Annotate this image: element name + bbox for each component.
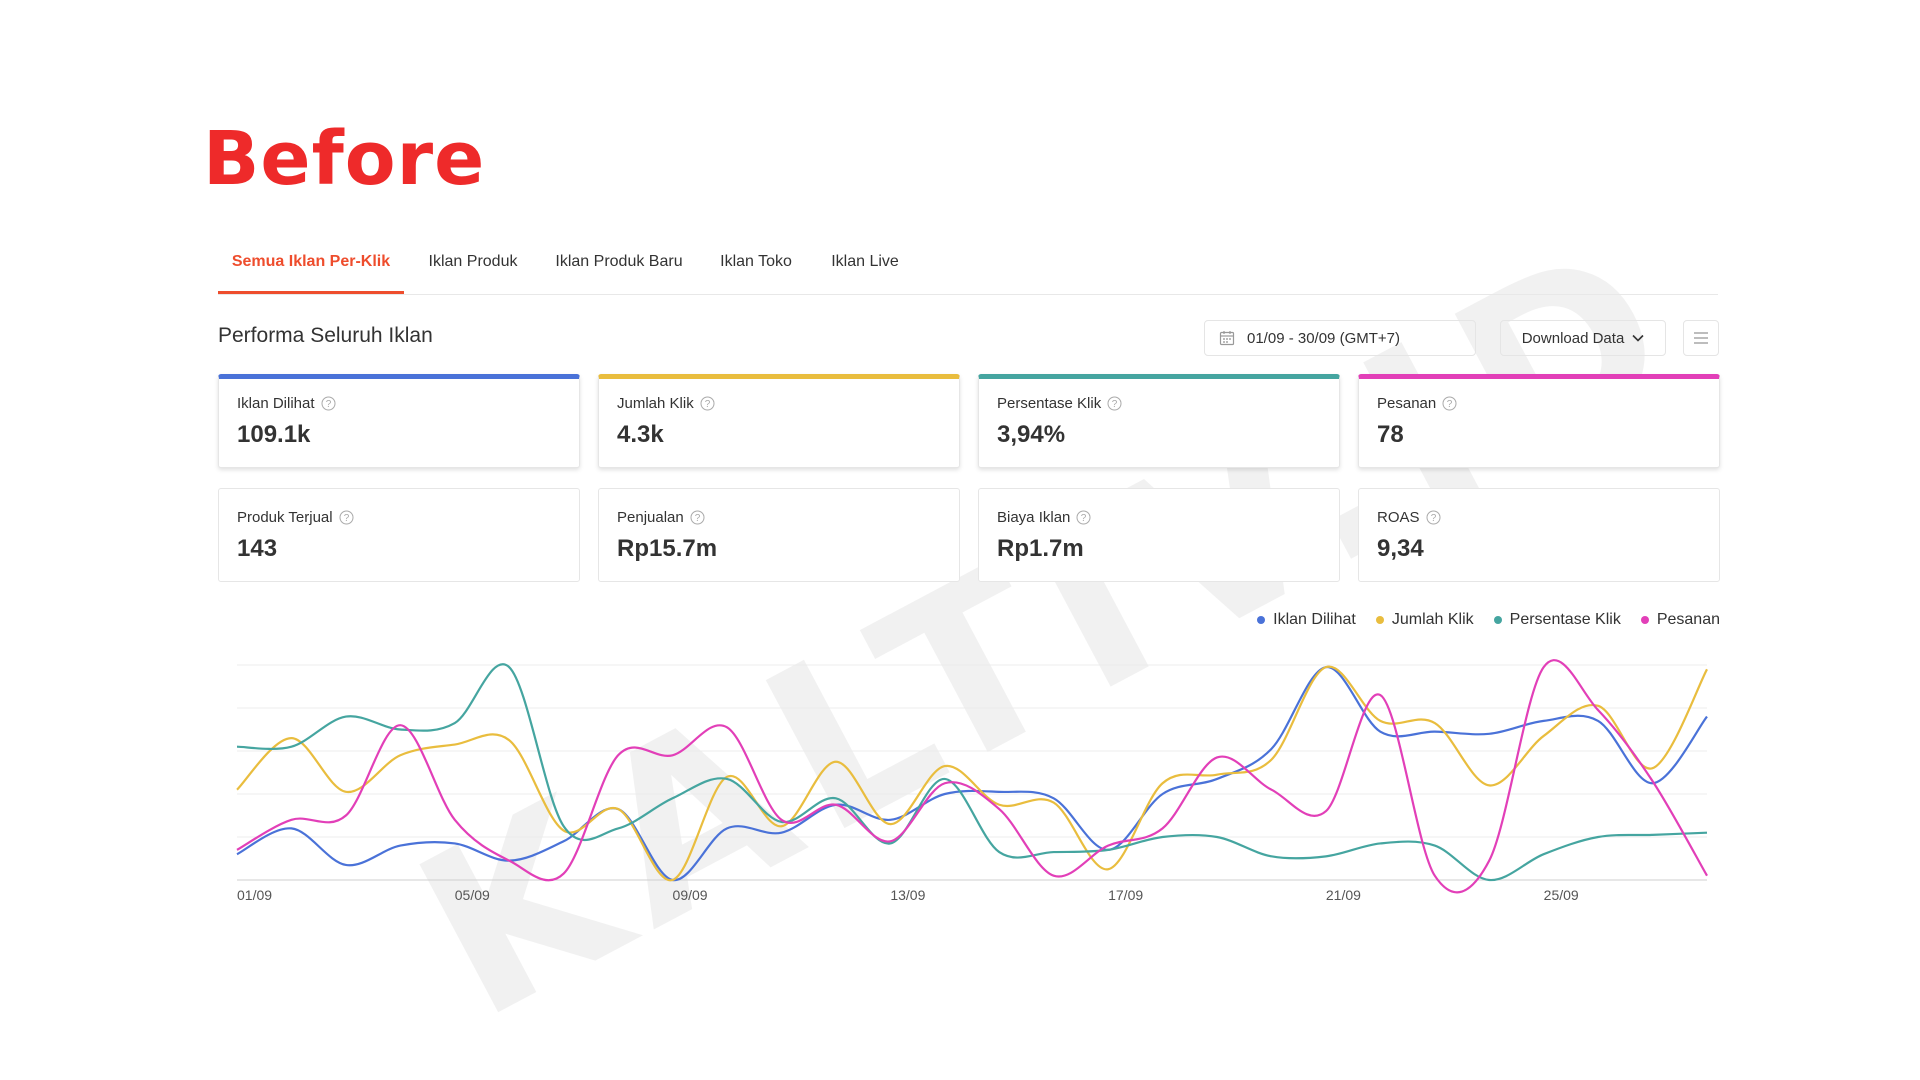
legend-label: Jumlah Klik bbox=[1391, 611, 1474, 628]
tab-iklan-produk-baru[interactable]: Iklan Produk Baru bbox=[544, 240, 694, 292]
metric-label: Penjualan bbox=[617, 509, 684, 526]
svg-text:?: ? bbox=[1430, 513, 1436, 524]
tab-iklan-produk[interactable]: Iklan Produk bbox=[418, 240, 528, 292]
metric-label: Jumlah Klik bbox=[617, 395, 694, 412]
legend-item-pesanan[interactable]: Pesanan bbox=[1640, 611, 1720, 629]
help-icon[interactable]: ? bbox=[1107, 396, 1122, 411]
tab-label: Semua Iklan Per-Klik bbox=[231, 253, 391, 270]
legend-dot-icon bbox=[1375, 616, 1384, 624]
x-tick-label: 21/09 bbox=[1326, 887, 1361, 903]
metric-card-jumlah-klik[interactable]: Jumlah Klik? 4.3k bbox=[598, 374, 960, 468]
metric-value: Rp1.7m bbox=[997, 535, 1084, 562]
help-icon[interactable]: ? bbox=[1426, 510, 1441, 525]
svg-text:?: ? bbox=[343, 513, 349, 524]
help-icon[interactable]: ? bbox=[700, 396, 715, 411]
section-title: Performa Seluruh Iklan bbox=[218, 324, 433, 347]
calendar-icon bbox=[1219, 330, 1235, 346]
download-data-button[interactable]: Download Data bbox=[1500, 320, 1666, 356]
metric-value: 4.3k bbox=[617, 421, 664, 448]
series-line-iklan-dilihat bbox=[236, 666, 1708, 882]
metric-value: 109.1k bbox=[237, 421, 311, 448]
svg-text:?: ? bbox=[694, 513, 700, 524]
before-heading: Before bbox=[203, 116, 486, 202]
help-icon[interactable]: ? bbox=[690, 510, 705, 525]
metric-label: ROAS bbox=[1377, 509, 1420, 526]
legend-dot-icon bbox=[1640, 616, 1649, 624]
tab-iklan-live[interactable]: Iklan Live bbox=[818, 240, 912, 292]
svg-text:?: ? bbox=[704, 399, 710, 410]
active-tab-indicator bbox=[218, 291, 404, 294]
x-tick-label: 17/09 bbox=[1108, 887, 1143, 903]
svg-text:?: ? bbox=[325, 399, 331, 410]
legend-label: Persentase Klik bbox=[1509, 611, 1621, 628]
menu-button[interactable] bbox=[1683, 320, 1719, 356]
metric-value: 9,34 bbox=[1377, 535, 1424, 562]
metric-card-produk-terjual[interactable]: Produk Terjual? 143 bbox=[218, 488, 580, 582]
metric-label: Produk Terjual bbox=[237, 509, 333, 526]
x-tick-label: 09/09 bbox=[673, 887, 708, 903]
metric-card-biaya-iklan[interactable]: Biaya Iklan? Rp1.7m bbox=[978, 488, 1340, 582]
tab-semua-iklan-per-klik[interactable]: Semua Iklan Per-Klik bbox=[218, 240, 404, 294]
tab-label: Iklan Produk bbox=[428, 253, 518, 270]
help-icon[interactable]: ? bbox=[321, 396, 336, 411]
metric-value: Rp15.7m bbox=[617, 535, 718, 562]
svg-text:?: ? bbox=[1081, 513, 1087, 524]
svg-text:?: ? bbox=[1447, 399, 1453, 410]
metric-card-iklan-dilihat[interactable]: Iklan Dilihat? 109.1k bbox=[218, 374, 580, 468]
metric-value: 78 bbox=[1377, 421, 1404, 448]
legend-item-persentase-klik[interactable]: Persentase Klik bbox=[1493, 611, 1621, 629]
metric-label: Iklan Dilihat bbox=[237, 395, 315, 412]
metric-card-penjualan[interactable]: Penjualan? Rp15.7m bbox=[598, 488, 960, 582]
series-line-pesanan bbox=[236, 659, 1708, 894]
tab-iklan-toko[interactable]: Iklan Toko bbox=[706, 240, 806, 292]
series-line-persentase-klik bbox=[236, 663, 1708, 882]
tab-label: Iklan Live bbox=[831, 253, 899, 270]
metric-label: Pesanan bbox=[1377, 395, 1437, 412]
legend-label: Pesanan bbox=[1656, 611, 1720, 628]
x-tick-label: 13/09 bbox=[890, 887, 925, 903]
list-menu-icon bbox=[1693, 331, 1709, 345]
chevron-down-icon bbox=[1632, 334, 1644, 342]
help-icon[interactable]: ? bbox=[339, 510, 354, 525]
legend-label: Iklan Dilihat bbox=[1273, 611, 1356, 628]
tab-label: Iklan Produk Baru bbox=[555, 253, 683, 270]
help-icon[interactable]: ? bbox=[1076, 510, 1091, 525]
chart-legend: Iklan Dilihat Jumlah Klik Persentase Kli… bbox=[1240, 608, 1720, 632]
x-tick-label: 01/09 bbox=[237, 887, 272, 903]
metric-label: Biaya Iklan bbox=[997, 509, 1071, 526]
performance-line-chart: 01/09 05/09 09/09 13/09 17/09 21/09 25/09 bbox=[236, 659, 1708, 903]
metric-value: 143 bbox=[237, 535, 278, 562]
metric-card-persentase-klik[interactable]: Persentase Klik? 3,94% bbox=[978, 374, 1340, 468]
metric-card-pesanan[interactable]: Pesanan? 78 bbox=[1358, 374, 1720, 468]
metric-label: Persentase Klik bbox=[997, 395, 1102, 412]
svg-text:?: ? bbox=[1112, 399, 1118, 410]
x-tick-label: 05/09 bbox=[455, 887, 490, 903]
legend-dot-icon bbox=[1257, 616, 1266, 624]
x-tick-label: 25/09 bbox=[1544, 887, 1579, 903]
tab-bar: Semua Iklan Per-Klik Iklan Produk Iklan … bbox=[218, 240, 1718, 295]
metric-card-roas[interactable]: ROAS? 9,34 bbox=[1358, 488, 1720, 582]
legend-item-jumlah-klik[interactable]: Jumlah Klik bbox=[1375, 611, 1474, 629]
metric-value: 3,94% bbox=[997, 421, 1066, 448]
tab-label: Iklan Toko bbox=[720, 253, 792, 270]
date-range-text: 01/09 - 30/09 (GMT+7) bbox=[1247, 329, 1400, 347]
help-icon[interactable]: ? bbox=[1442, 396, 1457, 411]
download-data-label: Download Data bbox=[1521, 329, 1625, 347]
date-range-picker[interactable]: 01/09 - 30/09 (GMT+7) bbox=[1204, 320, 1476, 356]
legend-dot-icon bbox=[1493, 616, 1502, 624]
legend-item-iklan-dilihat[interactable]: Iklan Dilihat bbox=[1257, 611, 1356, 629]
series-line-jumlah-klik bbox=[236, 665, 1708, 882]
